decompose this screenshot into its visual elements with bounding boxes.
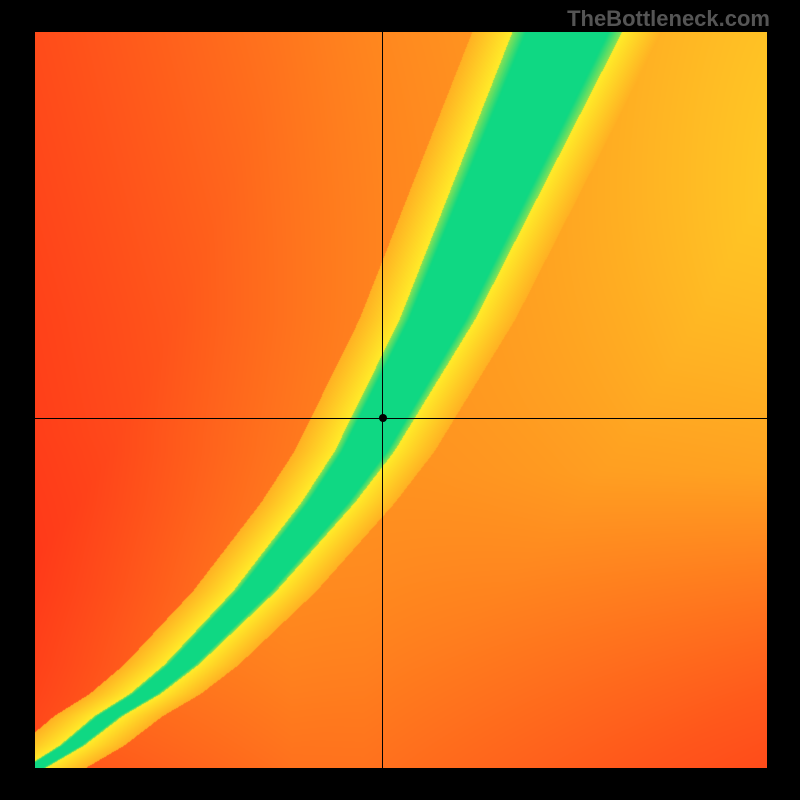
crosshair-vertical bbox=[382, 32, 383, 768]
watermark-text: TheBottleneck.com bbox=[567, 6, 770, 32]
heatmap-canvas bbox=[35, 32, 767, 768]
chart-container: TheBottleneck.com bbox=[0, 0, 800, 800]
plot-area bbox=[35, 32, 767, 768]
crosshair-marker bbox=[379, 414, 387, 422]
crosshair-horizontal bbox=[35, 418, 767, 419]
